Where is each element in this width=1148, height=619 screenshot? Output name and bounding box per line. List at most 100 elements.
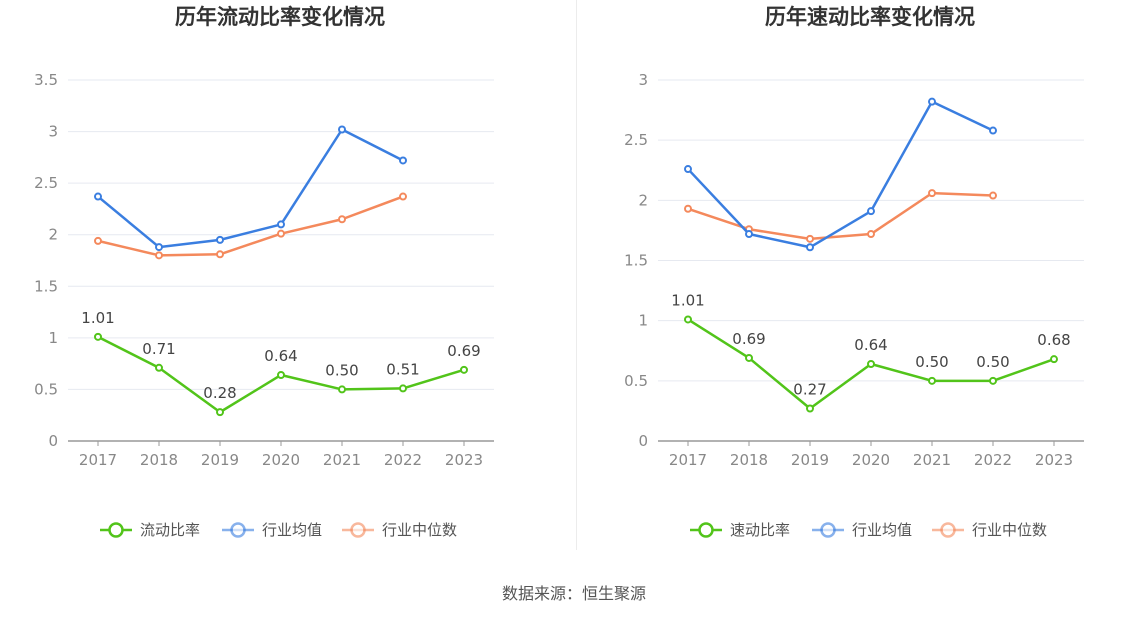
x-tick-label: 2018	[730, 451, 768, 469]
data-label: 0.68	[1037, 331, 1070, 349]
data-label: 1.01	[671, 291, 704, 309]
y-tick-label: 0.5	[34, 380, 58, 398]
y-tick-label: 2.5	[624, 131, 648, 149]
data-point	[94, 192, 102, 201]
legend-label: 行业均值	[852, 521, 912, 539]
data-point	[460, 365, 468, 374]
data-label: 0.51	[386, 360, 419, 378]
x-tick-label: 2019	[791, 451, 829, 469]
data-point	[277, 220, 285, 229]
data-label: 0.27	[793, 381, 826, 399]
data-point	[867, 207, 875, 216]
data-point	[989, 376, 997, 385]
data-point	[155, 243, 163, 252]
series-line	[687, 100, 994, 249]
x-tick-label: 2020	[262, 451, 300, 469]
data-point	[399, 384, 407, 393]
data-label: 0.64	[264, 347, 297, 365]
data-point	[277, 370, 285, 379]
data-point	[928, 189, 936, 198]
data-point	[338, 385, 346, 394]
data-label: 0.28	[203, 384, 236, 402]
y-tick-label: 0	[638, 432, 648, 450]
legend-label: 流动比率	[140, 521, 200, 539]
legend-label: 行业均值	[262, 521, 322, 539]
data-point	[216, 250, 224, 259]
y-tick-label: 0	[48, 432, 58, 450]
data-point	[399, 156, 407, 165]
y-tick-label: 3	[48, 123, 58, 141]
data-point	[94, 236, 102, 245]
data-point	[867, 230, 875, 239]
data-point	[806, 234, 814, 243]
y-tick-label: 1	[48, 329, 58, 347]
data-point	[216, 235, 224, 244]
x-tick-label: 2021	[913, 451, 951, 469]
data-point	[684, 204, 692, 213]
y-tick-label: 3	[638, 71, 648, 89]
data-point	[155, 251, 163, 260]
data-point	[684, 165, 692, 174]
y-tick-label: 2	[48, 226, 58, 244]
data-point	[928, 376, 936, 385]
data-point	[745, 353, 753, 362]
quick-ratio-chart-panel: 历年速动比率变化情况 0 0.5 1 1.5 2 2.5 3 2017 2018 2019 2020 2…	[580, 0, 1148, 560]
data-label: 0.50	[915, 353, 948, 371]
chart-title: 历年速动比率变化情况	[765, 5, 975, 29]
data-label: 0.69	[732, 330, 765, 348]
legend-marker	[698, 522, 714, 538]
panel-divider	[576, 0, 577, 550]
data-point	[338, 125, 346, 134]
data-point	[867, 359, 875, 368]
data-point	[684, 315, 692, 324]
chart-title: 历年流动比率变化情况	[175, 5, 385, 29]
legend-label: 行业中位数	[382, 521, 457, 539]
data-point	[806, 243, 814, 252]
data-point	[989, 126, 997, 135]
legend-marker	[940, 522, 956, 538]
y-tick-label: 1	[638, 312, 648, 330]
y-tick-label: 3.5	[34, 71, 58, 89]
legend-marker	[350, 522, 366, 538]
data-label: 1.01	[81, 309, 114, 327]
data-label: 0.50	[976, 353, 1009, 371]
legend-label: 行业中位数	[972, 521, 1047, 539]
x-tick-label: 2018	[140, 451, 178, 469]
legend-label: 速动比率	[730, 521, 790, 539]
data-label: 0.64	[854, 336, 887, 354]
data-point	[277, 229, 285, 238]
data-point	[155, 363, 163, 372]
series-line	[687, 191, 994, 241]
x-tick-label: 2017	[669, 451, 707, 469]
x-tick-label: 2023	[445, 451, 483, 469]
current-ratio-chart-panel: 历年流动比率变化情况 0 0.5 1 1.5 2 2.5 3 3.5 2017 2018 2019 20…	[0, 0, 574, 560]
data-point	[806, 404, 814, 413]
x-tick-label: 2021	[323, 451, 361, 469]
data-label: 0.50	[325, 361, 358, 379]
x-tick-label: 2022	[974, 451, 1012, 469]
data-point	[338, 215, 346, 224]
y-tick-label: 2.5	[34, 174, 58, 192]
data-point	[989, 191, 997, 200]
y-tick-label: 1.5	[34, 277, 58, 295]
data-point	[94, 332, 102, 341]
data-source: 数据来源：恒生聚源	[501, 584, 646, 603]
legend-marker	[108, 522, 124, 538]
y-tick-label: 2	[638, 191, 648, 209]
x-tick-label: 2023	[1035, 451, 1073, 469]
data-label: 0.69	[447, 342, 480, 360]
y-tick-label: 1.5	[624, 252, 648, 270]
data-label: 0.71	[142, 340, 175, 358]
series-line	[97, 128, 404, 249]
data-point	[1050, 355, 1058, 364]
quick-ratio-chart: 历年速动比率变化情况 0 0.5 1 1.5 2 2.5 3 2017 2018 2019 2020 2…	[624, 5, 1084, 539]
data-point	[928, 97, 936, 106]
y-tick-label: 0.5	[624, 372, 648, 390]
legend-marker	[230, 522, 246, 538]
data-point	[745, 230, 753, 239]
data-point	[216, 408, 224, 417]
x-tick-label: 2020	[852, 451, 890, 469]
x-tick-label: 2019	[201, 451, 239, 469]
x-tick-label: 2022	[384, 451, 422, 469]
